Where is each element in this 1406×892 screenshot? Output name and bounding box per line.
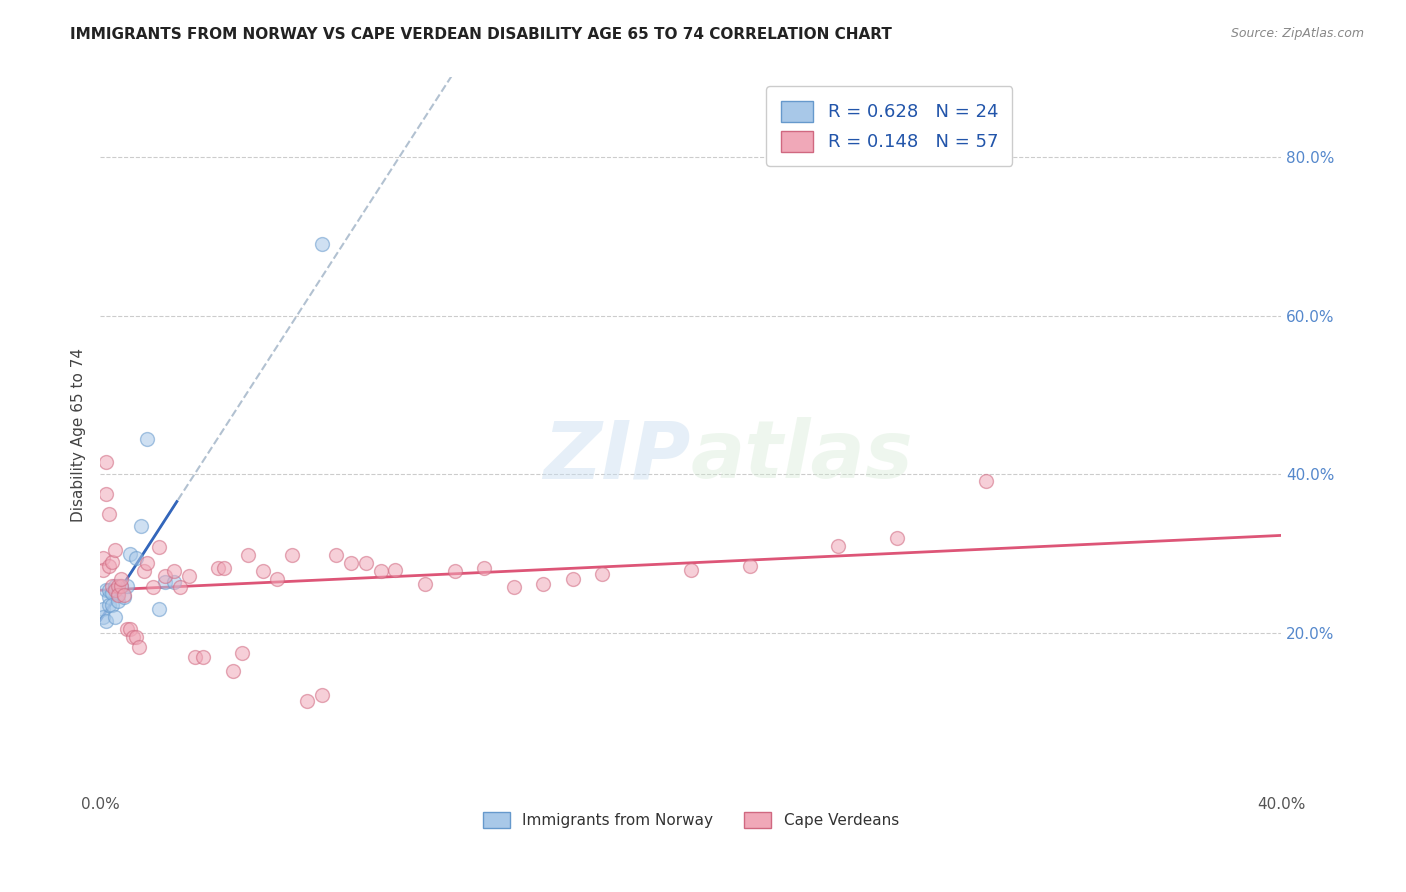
Point	[98, 507, 121, 521]
Point	[413, 577, 436, 591]
Point	[134, 564, 156, 578]
Point	[679, 563, 702, 577]
Point	[142, 580, 165, 594]
Point	[112, 591, 135, 605]
Point	[104, 578, 127, 592]
Point	[110, 572, 132, 586]
Point	[94, 455, 117, 469]
Point	[443, 564, 465, 578]
Point	[98, 558, 121, 573]
Point	[121, 630, 143, 644]
Point	[107, 588, 129, 602]
Point	[738, 558, 761, 573]
Point	[177, 569, 200, 583]
Point	[472, 561, 495, 575]
Point	[531, 577, 554, 591]
Point	[183, 650, 205, 665]
Point	[295, 693, 318, 707]
Point	[101, 578, 124, 592]
Text: Source: ZipAtlas.com: Source: ZipAtlas.com	[1230, 27, 1364, 40]
Text: IMMIGRANTS FROM NORWAY VS CAPE VERDEAN DISABILITY AGE 65 TO 74 CORRELATION CHART: IMMIGRANTS FROM NORWAY VS CAPE VERDEAN D…	[70, 27, 893, 42]
Point	[94, 614, 117, 628]
Point	[212, 561, 235, 575]
Point	[207, 561, 229, 575]
Point	[91, 563, 114, 577]
Point	[91, 550, 114, 565]
Point	[370, 564, 392, 578]
Point	[98, 591, 121, 605]
Point	[340, 557, 363, 571]
Point	[112, 588, 135, 602]
Point	[148, 602, 170, 616]
Point	[101, 555, 124, 569]
Point	[104, 542, 127, 557]
Point	[101, 586, 124, 600]
Point	[104, 582, 127, 597]
Point	[98, 599, 121, 613]
Point	[193, 650, 215, 665]
Point	[110, 578, 132, 592]
Point	[110, 578, 132, 592]
Point	[107, 586, 129, 600]
Text: ZIP: ZIP	[543, 417, 690, 495]
Text: atlas: atlas	[690, 417, 914, 495]
Point	[153, 569, 176, 583]
Point	[148, 541, 170, 555]
Point	[311, 237, 333, 252]
Point	[974, 474, 997, 488]
Point	[266, 572, 288, 586]
Point	[94, 582, 117, 597]
Point	[591, 566, 613, 581]
Point	[163, 574, 186, 589]
Point	[231, 646, 253, 660]
Point	[101, 599, 124, 613]
Point	[827, 539, 849, 553]
Point	[886, 531, 908, 545]
Point	[281, 549, 304, 563]
Point	[91, 610, 114, 624]
Point	[124, 550, 146, 565]
Legend: Immigrants from Norway, Cape Verdeans: Immigrants from Norway, Cape Verdeans	[477, 806, 905, 834]
Point	[107, 594, 129, 608]
Point	[124, 630, 146, 644]
Point	[561, 572, 583, 586]
Point	[104, 610, 127, 624]
Point	[115, 622, 138, 636]
Point	[128, 640, 150, 655]
Point	[502, 580, 524, 594]
Point	[118, 547, 141, 561]
Point	[94, 487, 117, 501]
Point	[118, 622, 141, 636]
Point	[236, 549, 259, 563]
Point	[163, 564, 186, 578]
Point	[222, 665, 245, 679]
Point	[98, 582, 121, 597]
Point	[252, 564, 274, 578]
Y-axis label: Disability Age 65 to 74: Disability Age 65 to 74	[72, 348, 86, 522]
Point	[311, 688, 333, 702]
Point	[354, 557, 377, 571]
Point	[107, 578, 129, 592]
Point	[153, 574, 176, 589]
Point	[131, 519, 153, 533]
Point	[136, 432, 159, 446]
Point	[169, 580, 191, 594]
Point	[115, 578, 138, 592]
Point	[136, 557, 159, 571]
Point	[325, 549, 347, 563]
Point	[91, 602, 114, 616]
Point	[384, 563, 406, 577]
